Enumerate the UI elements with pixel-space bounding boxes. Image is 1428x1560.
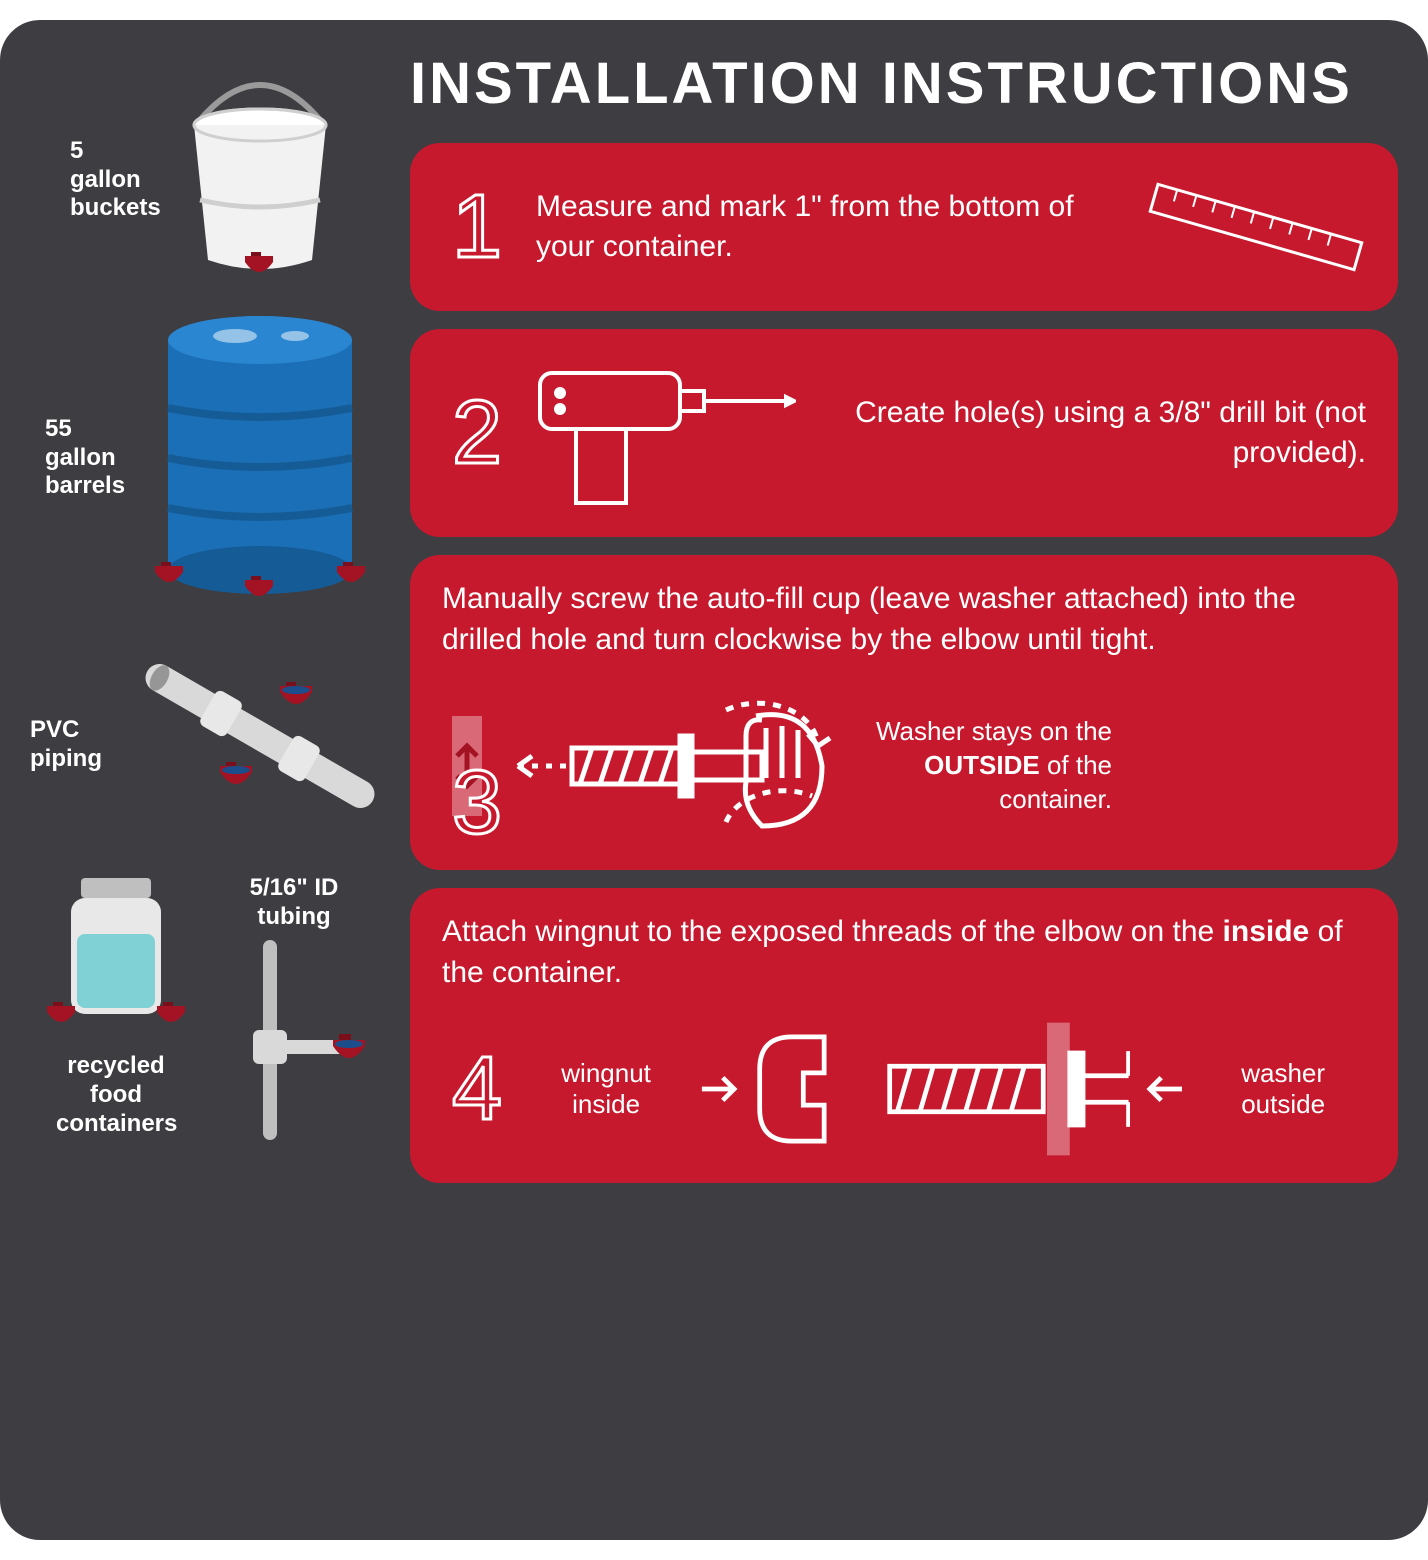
wingnut-icon (754, 1024, 868, 1154)
washer-note: Washer stays on the OUTSIDE of the conta… (852, 715, 1112, 816)
wingnut-label: wingnut inside (528, 1058, 684, 1120)
step-number: 4 (442, 1044, 512, 1134)
step3-text: Manually screw the auto-fill cup (leave … (442, 579, 1366, 660)
barrel-label: 55 gallon barrels (45, 415, 135, 501)
step4-pre: Attach wingnut to the exposed threads of… (442, 915, 1223, 948)
pvc-label: PVC piping (30, 716, 120, 774)
pvc-icon (130, 626, 390, 846)
step4-diagram: 4 wingnut inside (442, 1019, 1366, 1159)
jar-icon (41, 874, 191, 1044)
bucket-label: 5 gallon buckets (70, 137, 160, 223)
step2-text: Create hole(s) using a 3/8" drill bit (n… (820, 393, 1366, 474)
steps-column: INSTALLATION INSTRUCTIONS 1 Measure and … (410, 50, 1398, 1510)
tubing-label: 5/16" ID tubing (239, 874, 349, 932)
barrel-icon (145, 308, 375, 608)
step-text: Measure and mark 1" from the bottom of y… (536, 187, 1122, 268)
ruler-icon (1146, 167, 1366, 287)
bottom-row: recycled food containers 5/16" ID tubing (41, 874, 379, 1158)
main-title: INSTALLATION INSTRUCTIONS (410, 50, 1398, 117)
step-number: 2 (442, 388, 512, 478)
washer-note-pre: Washer stays on the (876, 716, 1112, 746)
barrel-item: 55 gallon barrels (45, 308, 375, 608)
pvc-item: PVC piping (30, 626, 390, 846)
recycled-label: recycled food containers (56, 1052, 176, 1138)
step4-bold: inside (1223, 915, 1310, 948)
step-2: 2 Create hole(s) using a 3/8" drill bit … (410, 329, 1398, 537)
container-options-column: 5 gallon buckets 55 gallon barrels (30, 50, 390, 1510)
tubing-icon (209, 940, 379, 1140)
screw-washer-icon (884, 1019, 1130, 1159)
screw-hand-icon (512, 686, 832, 846)
step-number: 1 (442, 182, 512, 272)
step-3: Manually screw the auto-fill cup (leave … (410, 555, 1398, 870)
bucket-icon (170, 70, 350, 290)
arrow-left-icon (1146, 1069, 1184, 1109)
recycled-item: recycled food containers (41, 874, 191, 1138)
washer-label: washer outside (1200, 1058, 1366, 1120)
drill-icon (536, 353, 796, 513)
arrow-right-icon (700, 1069, 738, 1109)
step-1: 1 Measure and mark 1" from the bottom of… (410, 143, 1398, 311)
instruction-card: 5 gallon buckets 55 gallon barrels (0, 20, 1428, 1540)
step-text: Create hole(s) using a 3/8" drill bit (n… (820, 393, 1366, 474)
step4-text: Attach wingnut to the exposed threads of… (442, 912, 1366, 993)
step3-diagram: Washer stays on the OUTSIDE of the conta… (442, 686, 1366, 846)
washer-note-bold: OUTSIDE (924, 750, 1040, 780)
step-number: 3 (442, 758, 512, 848)
step1-text: Measure and mark 1" from the bottom of y… (536, 187, 1122, 268)
tubing-item: 5/16" ID tubing (209, 874, 379, 1140)
bucket-item: 5 gallon buckets (70, 70, 350, 290)
step-4: Attach wingnut to the exposed threads of… (410, 888, 1398, 1183)
